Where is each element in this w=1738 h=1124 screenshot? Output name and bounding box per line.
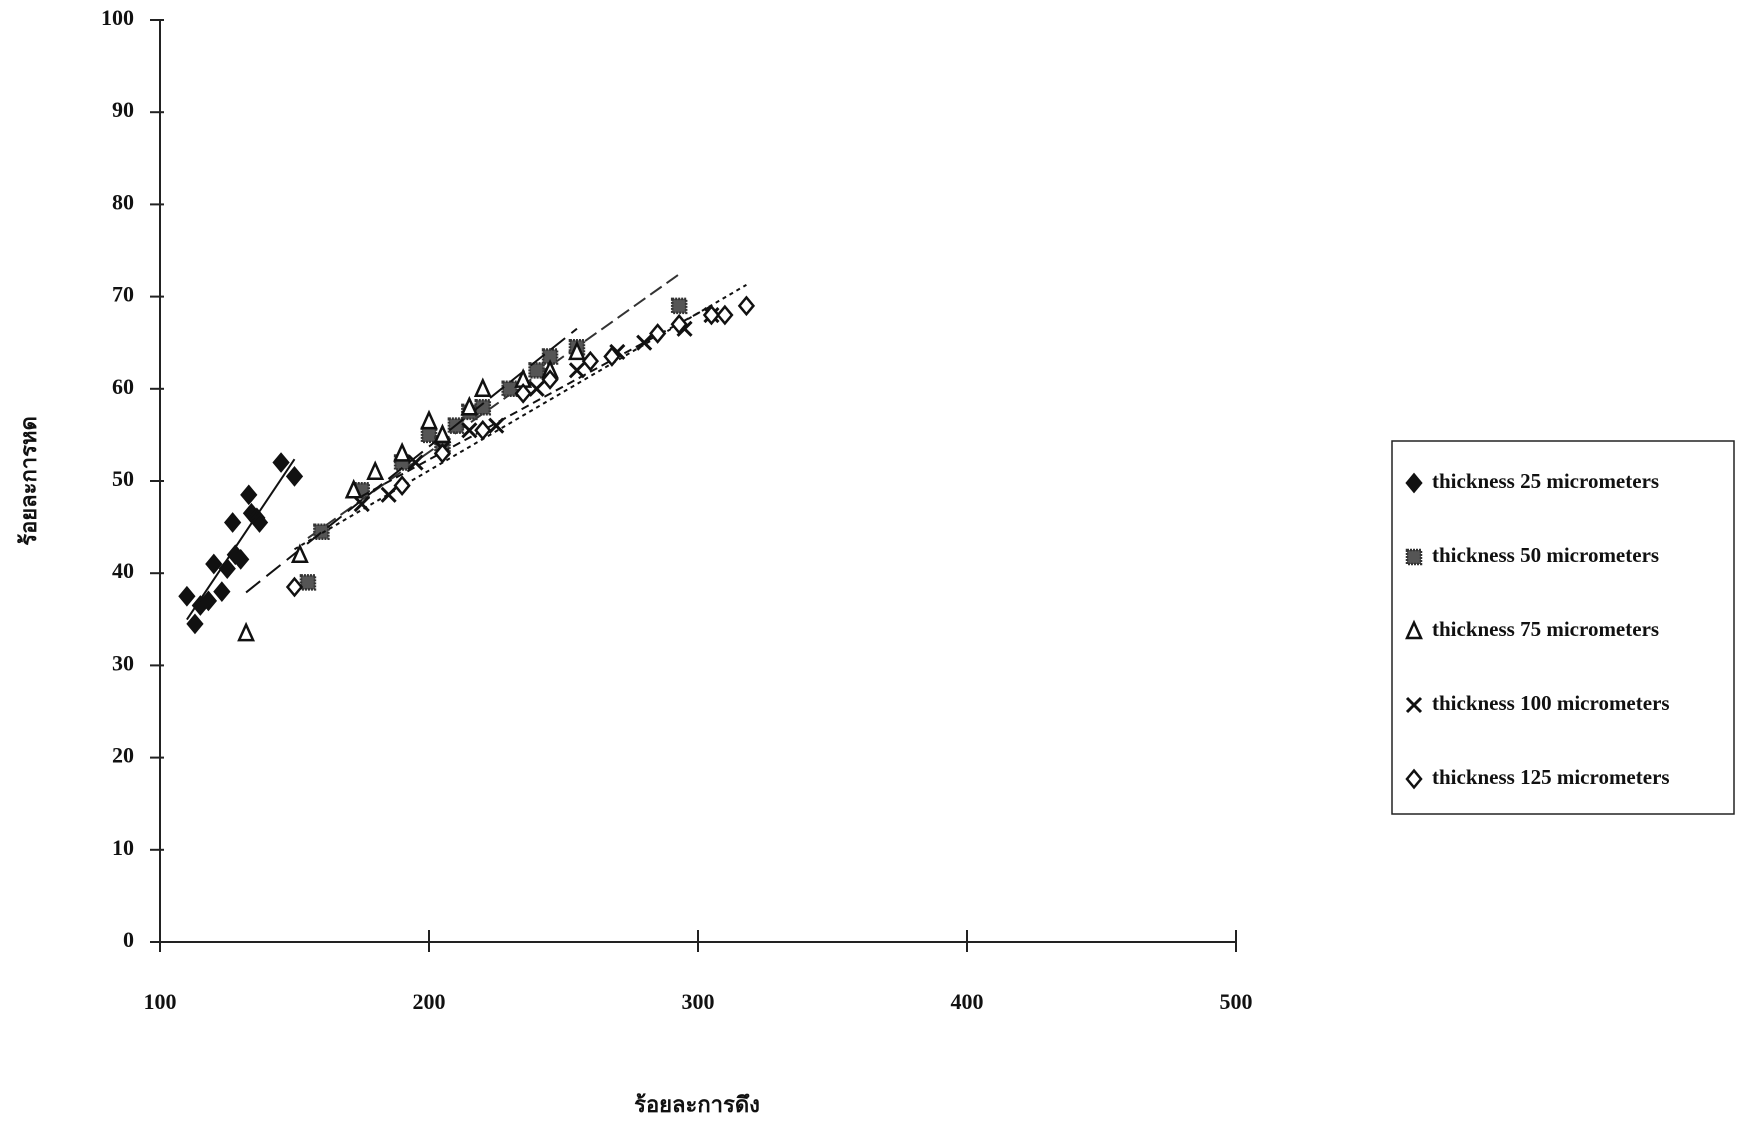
x-tick-label: 100 [144,989,177,1014]
y-tick-label: 20 [112,743,134,768]
legend-label: thickness 75 micrometers [1432,617,1659,641]
point [422,428,436,442]
y-tick-label: 70 [112,282,134,307]
point [274,454,288,471]
point [476,380,490,395]
point [180,588,194,605]
point [395,445,409,460]
point [226,514,240,531]
point [288,579,302,596]
legend-label: thickness 125 micrometers [1432,765,1670,789]
x-axis-title: ร้อยละการดึง [634,1093,760,1118]
point [718,307,732,324]
point [207,556,221,573]
point [188,616,202,633]
y-tick-label: 90 [112,97,134,122]
point [382,488,396,502]
trend-line [308,274,679,538]
point [476,422,490,439]
legend-label: thickness 25 micrometers [1432,469,1659,493]
chart: ร้อยละการดึง ร้อยละการหด 0 10 20 30 40 50 60 70… [0,0,1738,1124]
y-tick-label: 40 [112,558,134,583]
point [583,353,597,370]
legend-label: thickness 100 micrometers [1432,691,1670,715]
point [242,486,256,503]
point [288,468,302,485]
point [239,625,253,640]
y-tick-label: 10 [112,835,134,860]
y-tick-label: 50 [112,466,134,491]
x-tick-label: 200 [413,989,446,1014]
x-tick-label: 400 [951,989,984,1014]
point [651,325,665,342]
point [739,297,753,314]
legend-marker [1407,550,1421,564]
y-tick-label: 80 [112,189,134,214]
trend-line [187,459,295,619]
y-tick-label: 100 [101,5,134,30]
y-axis-title: ร้อยละการหด [17,416,42,546]
point [530,382,544,396]
point [422,413,436,428]
point [395,477,409,494]
x-tick-label: 300 [682,989,715,1014]
point [220,560,234,577]
point [672,299,686,313]
y-tick-label: 30 [112,650,134,675]
point [368,463,382,478]
point [570,363,584,377]
legend-label: thickness 50 micrometers [1432,543,1659,567]
point [215,583,229,600]
y-tick-label: 0 [123,927,134,952]
y-tick-label: 60 [112,374,134,399]
point [503,382,517,396]
x-tick-label: 500 [1220,989,1253,1014]
point [301,575,315,589]
